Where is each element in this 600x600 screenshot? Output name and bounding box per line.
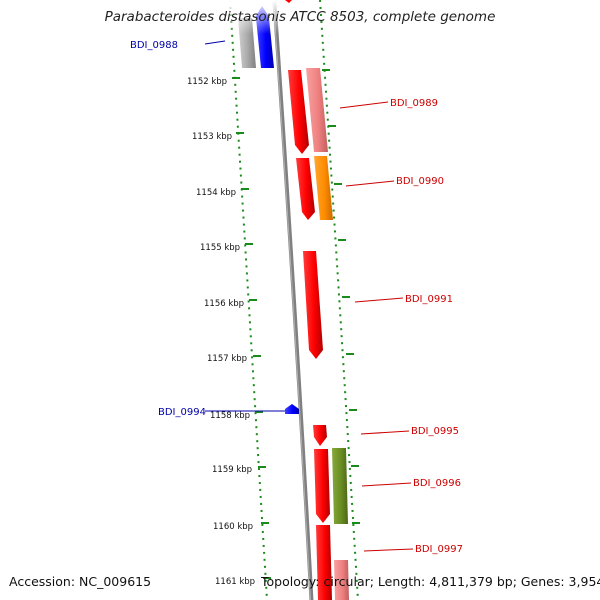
outer-tick-marks bbox=[322, 69, 360, 524]
cog-bar bbox=[332, 448, 348, 524]
gene-arrow bbox=[314, 449, 330, 523]
accession-label: Accession: NC_009615 bbox=[9, 574, 152, 589]
gene-arrow-partial bbox=[285, 0, 292, 3]
gene-bdi-0990[interactable] bbox=[296, 156, 333, 220]
tick-label-1158: 1158 kbp bbox=[210, 411, 250, 421]
gene-bdi-0995[interactable] bbox=[313, 425, 327, 446]
gene-label-bdi-0994: BDI_0994 bbox=[158, 407, 206, 418]
gene-arrow bbox=[313, 425, 327, 446]
gene-label-bdi-0989: BDI_0989 bbox=[390, 98, 438, 109]
gene-arrow bbox=[316, 525, 332, 600]
tick-label-1157: 1157 kbp bbox=[207, 354, 247, 364]
tick-label-1154: 1154 kbp bbox=[196, 188, 236, 198]
tick-label-1160: 1160 kbp bbox=[213, 522, 253, 532]
gene-bdi-0988[interactable] bbox=[228, 0, 288, 68]
gene-label-bdi-0990: BDI_0990 bbox=[396, 176, 444, 187]
callout-lines bbox=[204, 40, 414, 552]
cog-bar bbox=[314, 156, 333, 220]
gene-bdi-0991[interactable] bbox=[303, 251, 323, 359]
gene-arrow bbox=[285, 404, 299, 414]
gene-label-bdi-0997: BDI_0997 bbox=[415, 544, 463, 555]
cog-bar bbox=[334, 560, 349, 600]
tick-label-1155: 1155 kbp bbox=[200, 243, 240, 253]
gene-label-bdi-0991: BDI_0991 bbox=[405, 294, 453, 305]
outer-dotted-ring bbox=[319, 0, 359, 600]
gene-bdi-0989[interactable] bbox=[288, 68, 328, 154]
gene-bdi-0997[interactable] bbox=[316, 525, 349, 600]
tick-label-1153: 1153 kbp bbox=[192, 132, 232, 142]
tick-label-1156: 1156 kbp bbox=[204, 299, 244, 309]
genome-summary: Topology: circular; Length: 4,811,379 bp… bbox=[261, 574, 600, 589]
tick-label-1152: 1152 kbp bbox=[187, 77, 227, 87]
map-title: Parabacteroides distasonis ATCC 8503, co… bbox=[104, 9, 496, 25]
cog-bar bbox=[306, 68, 328, 152]
inner-dotted-ring bbox=[229, 0, 268, 600]
tick-label-1161: 1161 kbp bbox=[215, 577, 255, 587]
gene-label-bdi-0988: BDI_0988 bbox=[130, 40, 178, 51]
genome-backbone bbox=[272, 0, 314, 600]
gene-bdi-0994[interactable] bbox=[285, 404, 299, 414]
tick-label-1159: 1159 kbp bbox=[212, 465, 252, 475]
gene-label-bdi-0996: BDI_0996 bbox=[413, 478, 461, 489]
tick-labels: 1152 kbp 1153 kbp 1154 kbp 1155 kbp 1156… bbox=[187, 77, 255, 587]
inner-tick-marks bbox=[232, 77, 271, 579]
gene-arrow bbox=[296, 158, 315, 220]
gene-arrow bbox=[303, 251, 323, 359]
gene-labels: BDI_0988 BDI_0989 BDI_0990 BDI_0991 BDI_… bbox=[130, 40, 463, 555]
gene-bdi-0996[interactable] bbox=[314, 448, 348, 524]
gene-arrow bbox=[288, 70, 309, 154]
gene-label-bdi-0995: BDI_0995 bbox=[411, 426, 459, 437]
